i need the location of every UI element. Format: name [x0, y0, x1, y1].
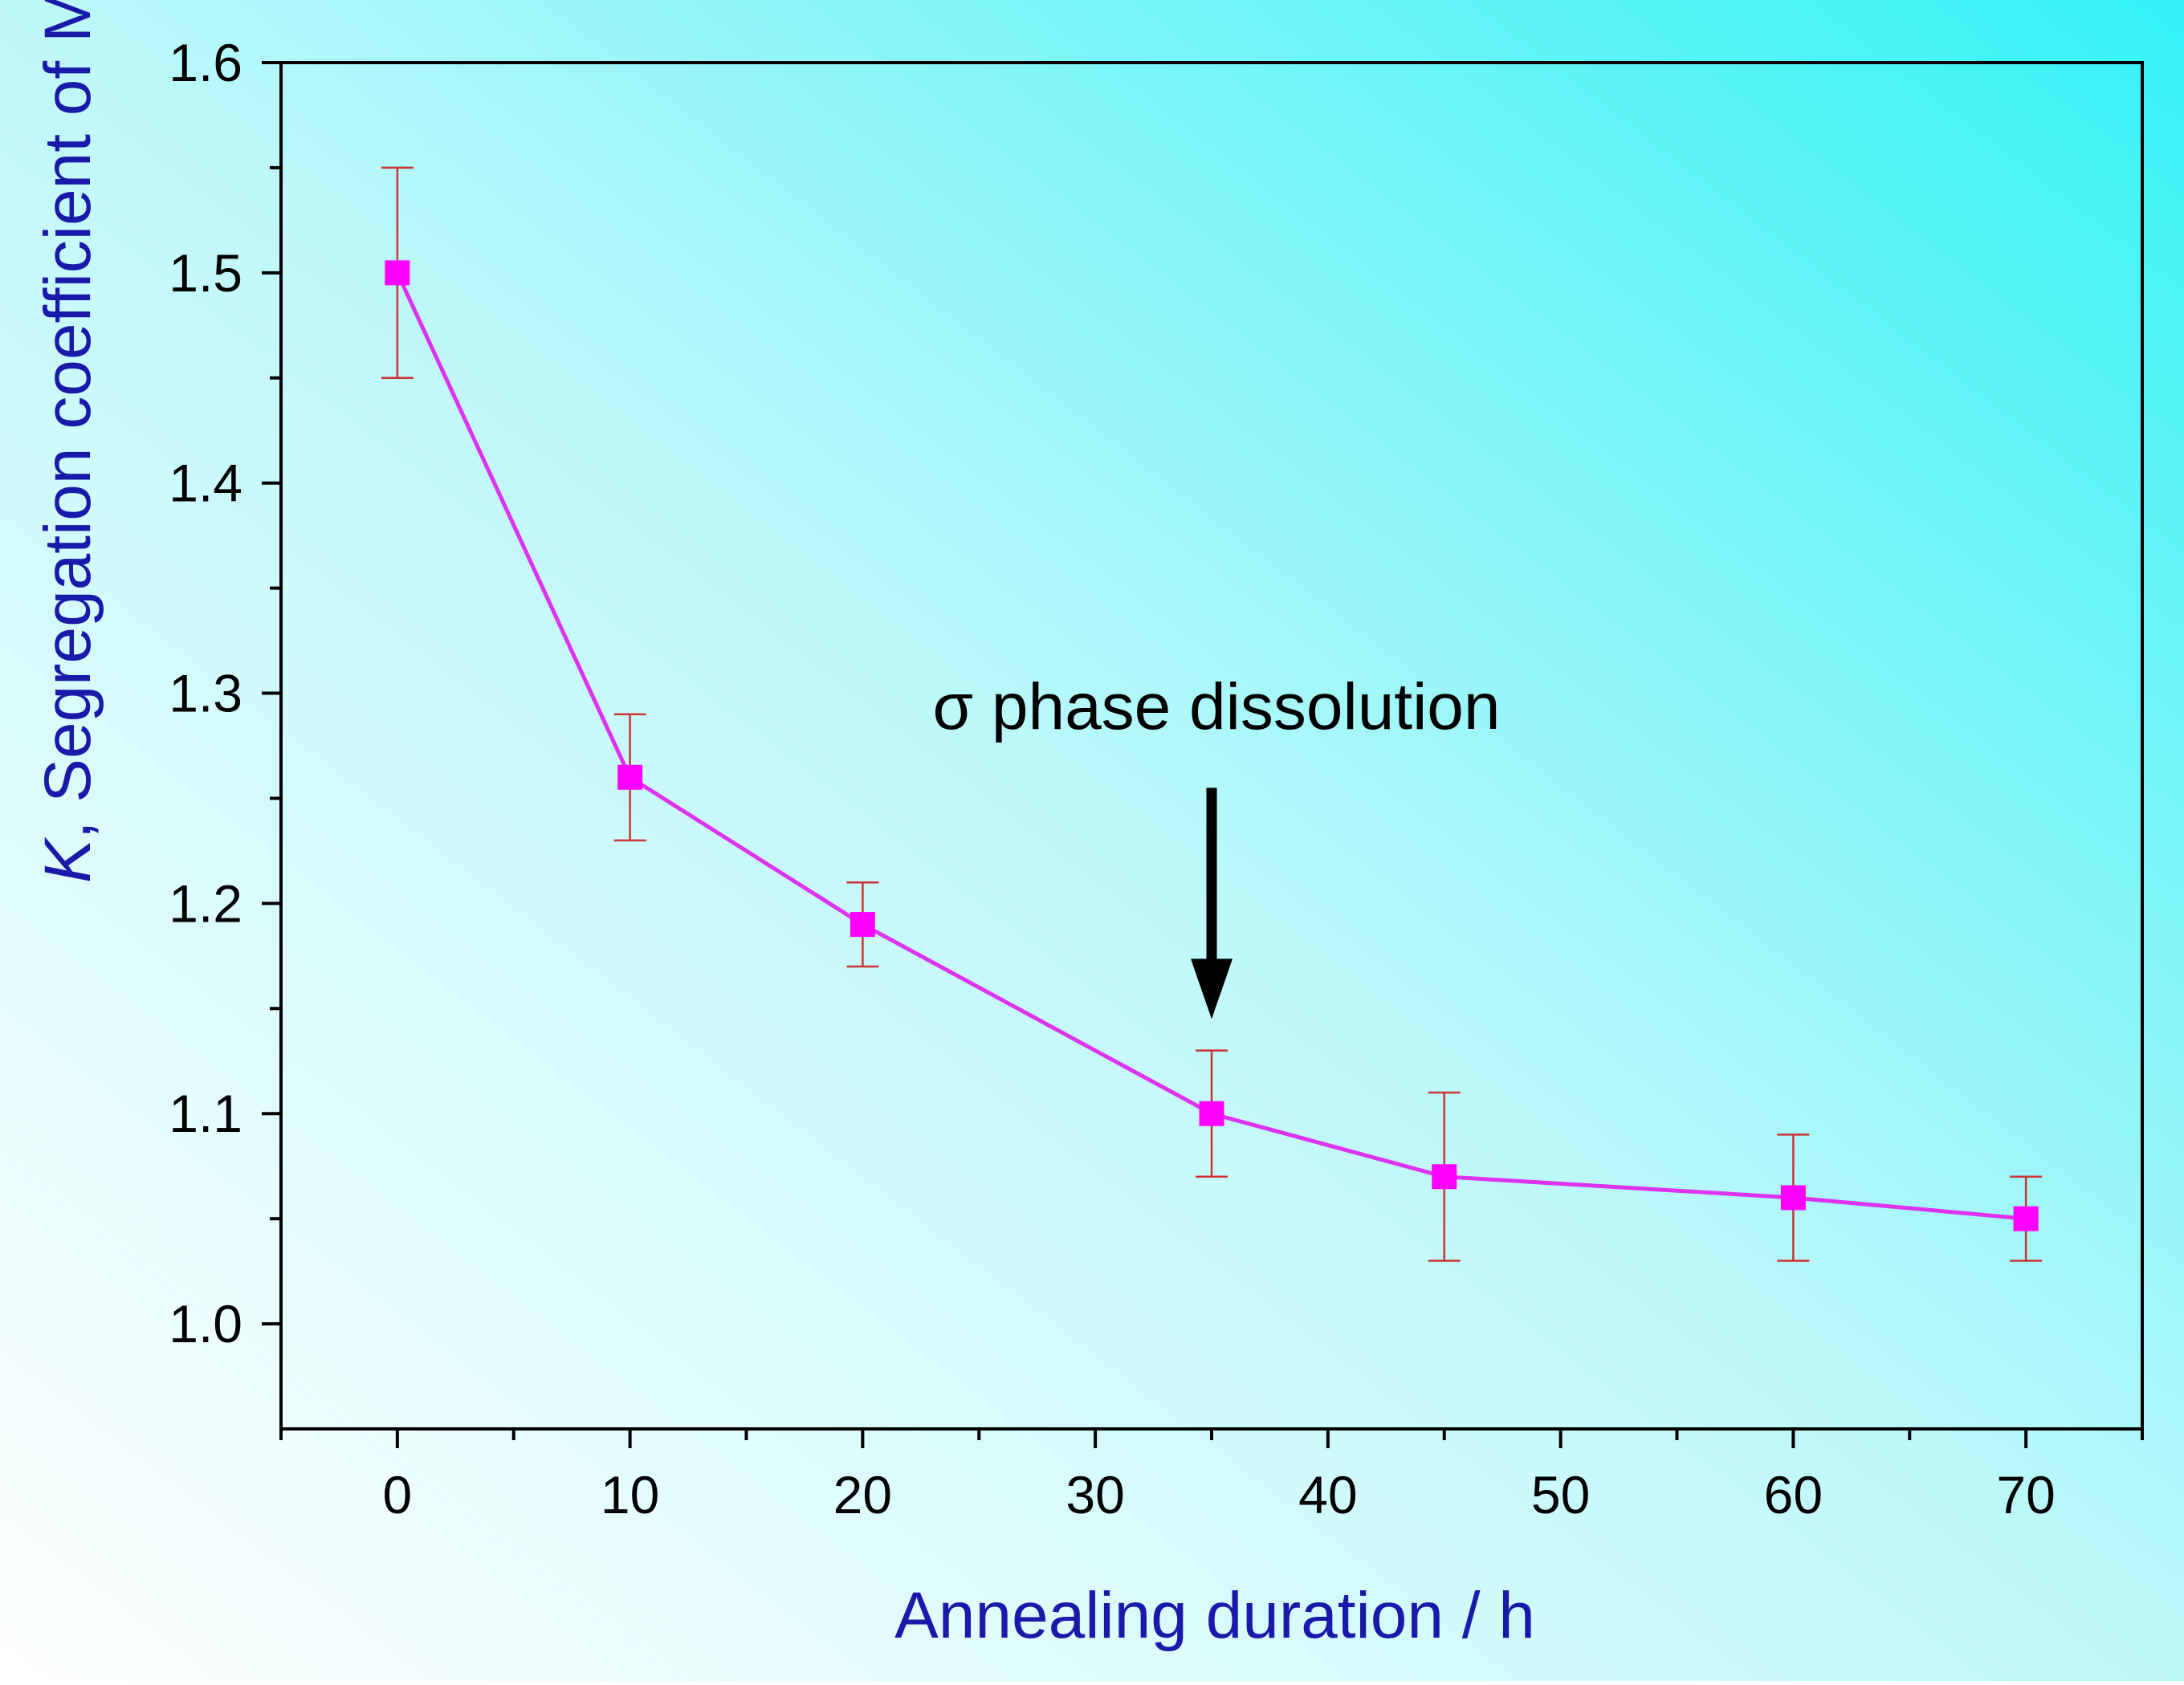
annotation-text: σ phase dissolution: [932, 670, 1500, 743]
y-tick-label: 1.2: [169, 873, 242, 933]
y-axis-label: K, Segregation coefficient of Mo: [31, 0, 104, 883]
y-axis-label-text: , Segregation coefficient of Mo: [31, 0, 104, 839]
y-tick-label: 1.0: [169, 1294, 242, 1353]
x-tick-label: 20: [833, 1465, 892, 1524]
data-point-marker: [1199, 1101, 1224, 1126]
x-tick-label: 70: [1996, 1465, 2055, 1524]
data-layer: [381, 166, 2043, 1262]
data-point-marker: [2013, 1206, 2039, 1231]
data-point-marker: [1780, 1185, 1806, 1211]
y-tick-label: 1.1: [169, 1084, 242, 1143]
y-axis-label-symbol: K: [31, 836, 104, 883]
x-tick-label: 60: [1764, 1465, 1823, 1524]
data-point-marker: [385, 260, 410, 286]
axes-layer: 0 10 20 30 40 50 60 70 1.0 1.1 1.2 1.3 1.4 1.5 1.6: [169, 33, 2144, 1524]
y-tick-label: 1.4: [169, 454, 242, 513]
y-tick-label: 1.5: [169, 243, 242, 303]
x-axis-label: Annealing duration / h: [894, 1579, 1535, 1652]
data-point-marker: [617, 764, 643, 790]
x-tick-label: 10: [601, 1465, 659, 1524]
data-point-marker: [1432, 1164, 1457, 1190]
x-tick-label: 50: [1531, 1465, 1590, 1524]
x-tick-label: 0: [383, 1465, 413, 1524]
label-layer: Annealing duration / h K, Segregation co…: [31, 0, 1535, 1652]
x-tick-label: 30: [1066, 1465, 1124, 1524]
annotation-arrow-head: [1191, 958, 1233, 1020]
y-tick-label: 1.3: [169, 664, 242, 723]
x-tick-label: 40: [1298, 1465, 1357, 1524]
data-point-marker: [850, 912, 875, 938]
y-tick-label: 1.6: [169, 33, 242, 92]
